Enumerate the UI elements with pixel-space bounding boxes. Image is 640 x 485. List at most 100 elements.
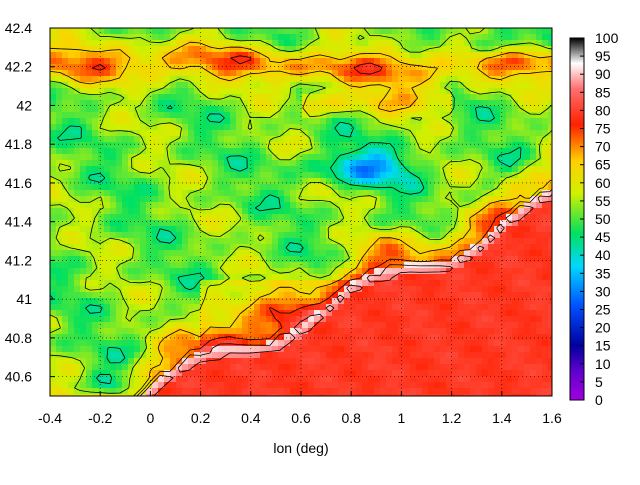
heatmap-cell xyxy=(320,196,327,203)
heatmap-cell xyxy=(128,310,135,317)
heatmap-cell xyxy=(254,316,261,323)
heatmap-cell xyxy=(122,112,129,119)
heatmap-cell xyxy=(50,220,57,227)
heatmap-cell xyxy=(386,298,393,305)
heatmap-cell xyxy=(338,172,345,179)
heatmap-cell xyxy=(104,172,111,179)
heatmap-cell xyxy=(416,274,423,281)
heatmap-cell xyxy=(284,40,291,47)
heatmap-cell xyxy=(446,274,453,281)
heatmap-cell xyxy=(320,100,327,107)
heatmap-cell xyxy=(116,274,123,281)
heatmap-cell xyxy=(350,82,357,89)
heatmap-cell xyxy=(482,328,489,335)
heatmap-cell xyxy=(146,196,153,203)
heatmap-cell xyxy=(494,130,501,137)
heatmap-cell xyxy=(170,244,177,251)
heatmap-cell xyxy=(536,292,543,299)
heatmap-cell xyxy=(212,250,219,257)
heatmap-cell xyxy=(368,352,375,359)
heatmap-cell xyxy=(476,256,483,263)
heatmap-cell xyxy=(68,142,75,149)
heatmap-cell xyxy=(182,286,189,293)
heatmap-cell xyxy=(86,196,93,203)
heatmap-cell xyxy=(392,46,399,53)
heatmap-cell xyxy=(266,100,273,107)
heatmap-cell xyxy=(50,100,57,107)
heatmap-cell xyxy=(68,154,75,161)
heatmap-cell xyxy=(74,316,81,323)
heatmap-cell xyxy=(488,136,495,143)
heatmap-cell xyxy=(296,178,303,185)
heatmap-cell xyxy=(320,286,327,293)
heatmap-cell xyxy=(368,130,375,137)
heatmap-cell xyxy=(518,274,525,281)
heatmap-cell xyxy=(176,310,183,317)
heatmap-cell xyxy=(272,196,279,203)
heatmap-cell xyxy=(314,226,321,233)
heatmap-cell xyxy=(92,28,99,35)
heatmap-cell xyxy=(338,166,345,173)
heatmap-cell xyxy=(368,226,375,233)
heatmap-cell xyxy=(278,172,285,179)
heatmap-cell xyxy=(410,370,417,377)
heatmap-cell xyxy=(530,238,537,245)
heatmap-cell xyxy=(296,250,303,257)
heatmap-cell xyxy=(206,196,213,203)
heatmap-cell xyxy=(386,208,393,215)
heatmap-cell xyxy=(326,334,333,341)
heatmap-cell xyxy=(140,28,147,35)
heatmap-cell xyxy=(482,358,489,365)
heatmap-cell xyxy=(350,202,357,209)
heatmap-cell xyxy=(470,160,477,167)
heatmap-cell xyxy=(278,64,285,71)
heatmap-cell xyxy=(110,154,117,161)
heatmap-cell xyxy=(548,190,552,197)
heatmap-cell xyxy=(170,46,177,53)
heatmap-cell xyxy=(62,58,69,65)
heatmap-cell xyxy=(542,100,549,107)
heatmap-cell xyxy=(290,202,297,209)
heatmap-cell xyxy=(188,82,195,89)
heatmap-cell xyxy=(548,100,552,107)
heatmap-cell xyxy=(140,286,147,293)
heatmap-cell xyxy=(194,94,201,101)
heatmap-cell xyxy=(290,352,297,359)
heatmap-cell xyxy=(56,196,63,203)
heatmap-cell xyxy=(56,124,63,131)
heatmap-cell xyxy=(236,382,243,389)
heatmap-cell xyxy=(434,112,441,119)
heatmap-cell xyxy=(404,322,411,329)
heatmap-cell xyxy=(212,52,219,59)
heatmap-cell xyxy=(308,310,315,317)
heatmap-cell xyxy=(188,106,195,113)
heatmap-cell xyxy=(200,46,207,53)
heatmap-cell xyxy=(164,304,171,311)
heatmap-cell xyxy=(200,256,207,263)
heatmap-cell xyxy=(488,58,495,65)
heatmap-cell xyxy=(440,226,447,233)
heatmap-cell xyxy=(122,358,129,365)
heatmap-cell xyxy=(458,118,465,125)
heatmap-cell xyxy=(524,232,531,239)
heatmap-cell xyxy=(74,268,81,275)
heatmap-cell xyxy=(470,118,477,125)
heatmap-cell xyxy=(68,310,75,317)
heatmap-cell xyxy=(296,256,303,263)
heatmap-cell xyxy=(122,160,129,167)
heatmap-cell xyxy=(416,352,423,359)
heatmap-cell xyxy=(68,82,75,89)
heatmap-cell xyxy=(128,220,135,227)
heatmap-cell xyxy=(254,196,261,203)
heatmap-cell xyxy=(440,328,447,335)
heatmap-cell xyxy=(530,298,537,305)
heatmap-cell xyxy=(518,58,525,65)
heatmap-cell xyxy=(440,160,447,167)
heatmap-cell xyxy=(86,166,93,173)
heatmap-cell xyxy=(446,328,453,335)
heatmap-cell xyxy=(326,136,333,143)
heatmap-cell xyxy=(356,178,363,185)
heatmap-cell xyxy=(200,382,207,389)
heatmap-cell xyxy=(116,352,123,359)
heatmap-cell xyxy=(200,244,207,251)
